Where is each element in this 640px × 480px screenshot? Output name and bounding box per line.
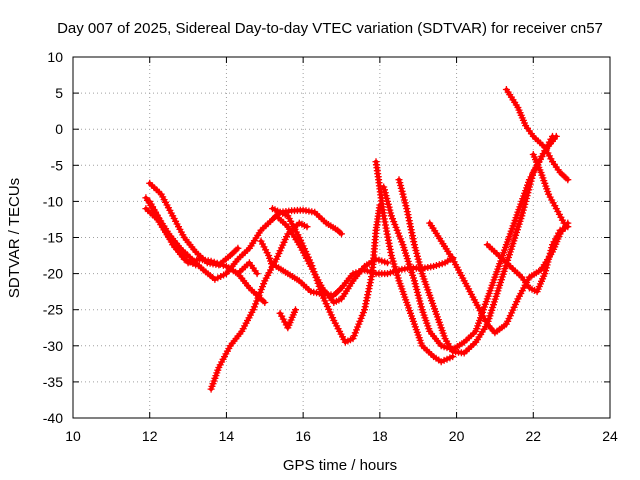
series-markers [483,223,572,296]
y-tick-label: -20 [43,266,63,282]
axis-ticks: 10 12 14 16 18 20 22 24 -40 -35 -30 -25 -20 -15 -10 -5 0… [43,49,618,444]
series-markers [257,237,276,270]
x-tick-label: 22 [525,428,541,444]
series-markers [234,259,261,278]
series-trace-10 [372,158,457,366]
series-trace-9 [276,306,299,332]
series-trace-11 [380,132,556,353]
series-trace-16 [529,151,568,227]
x-tick-label: 14 [219,428,235,444]
y-tick-label: -10 [43,193,63,209]
series-markers [276,306,299,332]
series-markers [207,219,311,393]
series-markers [529,151,568,227]
x-tick-label: 18 [372,428,388,444]
y-tick-label: 0 [55,121,63,137]
series-markers [395,132,560,357]
series-markers [372,158,457,366]
series-markers [146,197,200,269]
series-trace-18 [234,259,261,278]
chart-title: Day 007 of 2025, Sidereal Day-to-day VTE… [57,20,603,37]
series-markers [502,86,572,184]
series-markers [426,219,572,337]
series-trace-15 [483,223,572,296]
y-tick-label: 5 [55,85,63,101]
y-tick-label: -35 [43,374,63,390]
y-tick-label: -25 [43,302,63,318]
x-tick-label: 16 [295,428,311,444]
data-series-group [142,86,572,393]
x-tick-label: 10 [65,428,81,444]
series-trace-14 [502,86,572,184]
y-tick-label: -30 [43,338,63,354]
series-line [209,221,309,392]
series-trace-17 [257,237,276,270]
series-markers [380,132,556,353]
x-tick-label: 12 [142,428,158,444]
series-trace-4 [146,197,200,269]
x-axis-label: GPS time / hours [283,457,397,474]
x-tick-label: 20 [449,428,465,444]
series-line [427,221,570,335]
y-axis-label: SDTVAR / TECUs [6,178,23,298]
series-trace-12 [395,132,560,357]
series-trace-5 [207,219,311,393]
series-line [381,134,555,352]
y-tick-label: -5 [51,157,64,173]
x-tick-label: 24 [602,428,618,444]
grid [73,57,610,418]
y-tick-label: -15 [43,230,63,246]
y-tick-label: 10 [47,49,63,65]
y-tick-label: -40 [43,410,63,426]
